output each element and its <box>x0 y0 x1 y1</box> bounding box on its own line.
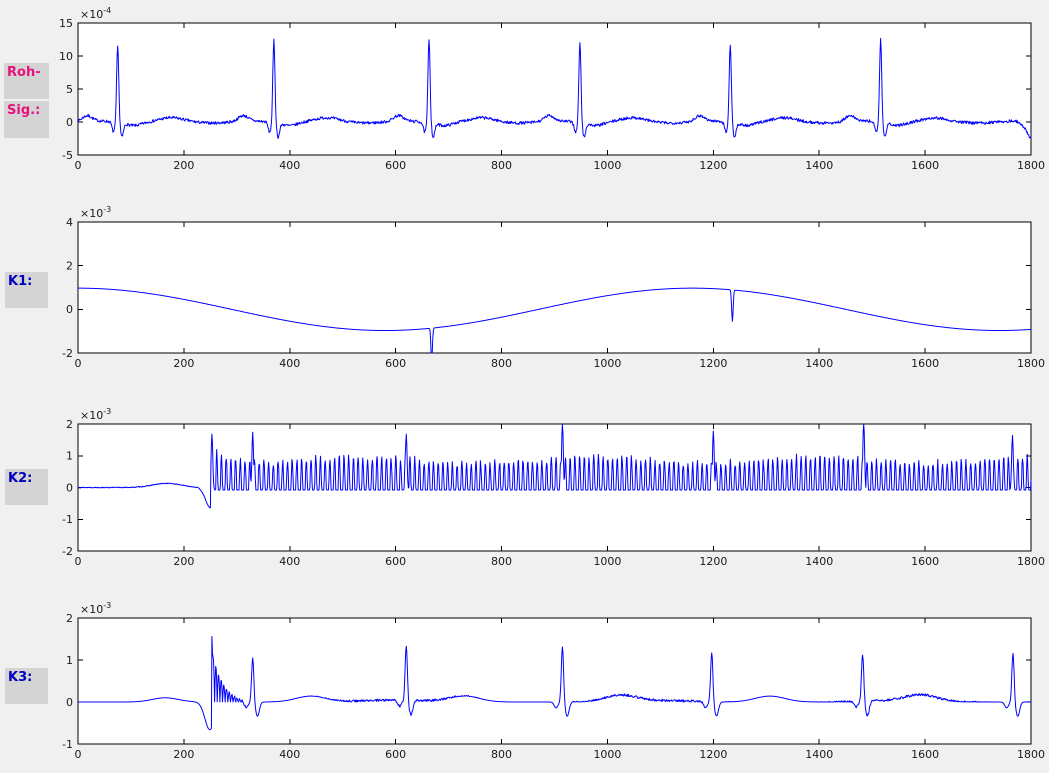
x-tick-label: 200 <box>173 159 194 172</box>
y-tick-label: -1 <box>62 738 73 751</box>
y-axis-exponent: ×10-3 <box>80 407 111 422</box>
x-tick-label: 1800 <box>1017 159 1045 172</box>
x-tick-label: 1200 <box>699 748 727 761</box>
signal-trace <box>78 287 1032 354</box>
label-k1: K1: <box>5 272 48 308</box>
x-tick-label: 0 <box>75 159 82 172</box>
y-tick-label: 2 <box>66 260 73 273</box>
x-tick-label: 1600 <box>911 159 939 172</box>
y-tick-label: -2 <box>62 347 73 360</box>
x-tick-label: 1400 <box>805 555 833 568</box>
x-tick-label: 0 <box>75 748 82 761</box>
subplot-k3: 0 200 400 600 800 1000 1200 1400 1600 1800-1012×1… <box>62 601 1045 761</box>
plot-area <box>77 221 1032 354</box>
label-sig: Sig.: <box>4 101 49 138</box>
subplot-roh-sig: 0 200 400 600 800 1000 1200 1400 1600 1800-505101… <box>59 6 1045 172</box>
x-tick-label: 1400 <box>805 357 833 370</box>
x-tick-label: 1600 <box>911 357 939 370</box>
y-axis-exponent: ×10-4 <box>80 6 111 21</box>
x-tick-label: 1800 <box>1017 555 1045 568</box>
subplot-k2: 0 200 400 600 800 1000 1200 1400 1600 1800 -2 -1 0 1 2… <box>62 407 1045 568</box>
label-k2: K2: <box>5 469 48 505</box>
y-tick-label: 2 <box>66 612 73 625</box>
x-tick-label: 0 <box>75 555 82 568</box>
x-tick-label: 1200 <box>699 159 727 172</box>
y-tick-label: 10 <box>59 50 73 63</box>
signal-trace <box>77 423 1032 509</box>
signal-trace <box>78 635 1032 731</box>
y-tick-label: 4 <box>66 216 73 229</box>
x-tick-label: 400 <box>279 357 300 370</box>
y-axis-exponent: ×10-3 <box>80 205 111 220</box>
y-tick-label: 0 <box>66 116 73 129</box>
x-tick-label: 400 <box>279 748 300 761</box>
y-tick-label: 1 <box>66 654 73 667</box>
x-tick-label: 600 <box>385 555 406 568</box>
x-tick-label: 1200 <box>699 357 727 370</box>
x-tick-label: 600 <box>385 357 406 370</box>
y-tick-label: 5 <box>66 83 73 96</box>
x-tick-label: 1000 <box>593 555 621 568</box>
x-tick-label: 800 <box>491 357 512 370</box>
y-tick-label: -1 <box>62 513 73 526</box>
x-tick-label: 0 <box>75 357 82 370</box>
x-tick-label: 200 <box>173 555 194 568</box>
x-tick-label: 1800 <box>1017 357 1045 370</box>
y-axis-exponent: ×10-3 <box>80 601 111 616</box>
y-tick-label: 0 <box>66 696 73 709</box>
x-tick-label: 600 <box>385 159 406 172</box>
x-tick-label: 800 <box>491 159 512 172</box>
x-tick-label: 1000 <box>593 159 621 172</box>
label-roh: Roh- <box>4 63 49 99</box>
x-tick-label: 1400 <box>805 159 833 172</box>
x-tick-label: 1200 <box>699 555 727 568</box>
x-tick-label: 200 <box>173 748 194 761</box>
y-tick-label: -5 <box>62 149 73 162</box>
plot-area <box>77 617 1032 745</box>
x-tick-label: 1000 <box>593 357 621 370</box>
y-tick-label: 1 <box>66 450 73 463</box>
subplot-k1: 0 200 400 600 800 1000 1200 1400 1600 1800-2024×1… <box>62 205 1045 370</box>
plot-area <box>77 22 1032 156</box>
label-k3: K3: <box>5 668 48 704</box>
y-tick-label: 2 <box>66 418 73 431</box>
x-tick-label: 1600 <box>911 748 939 761</box>
x-tick-label: 400 <box>279 555 300 568</box>
x-tick-label: 1000 <box>593 748 621 761</box>
y-tick-label: 0 <box>66 303 73 316</box>
y-tick-label: 15 <box>59 17 73 30</box>
y-tick-label: 0 <box>66 481 73 494</box>
x-tick-label: 1400 <box>805 748 833 761</box>
x-tick-label: 800 <box>491 748 512 761</box>
x-tick-label: 1600 <box>911 555 939 568</box>
x-tick-label: 200 <box>173 357 194 370</box>
x-tick-label: 600 <box>385 748 406 761</box>
x-tick-label: 800 <box>491 555 512 568</box>
signal-trace <box>77 37 1032 140</box>
x-tick-label: 400 <box>279 159 300 172</box>
x-tick-label: 1800 <box>1017 748 1045 761</box>
y-tick-label: -2 <box>62 545 73 558</box>
